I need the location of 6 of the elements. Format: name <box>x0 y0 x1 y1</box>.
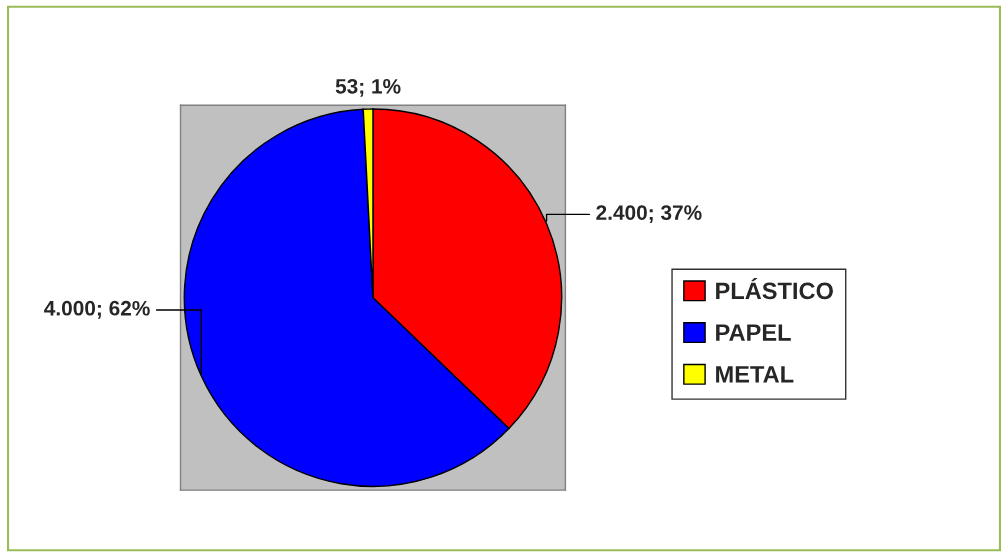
legend-label: PAPEL <box>716 324 791 341</box>
legend-label: PLÁSTICO <box>716 278 833 300</box>
data-label: 53; 1% <box>335 78 401 97</box>
data-label: 2.400; 37% <box>596 205 702 224</box>
legend-label: METAL <box>716 366 794 383</box>
data-label: 4.000; 62% <box>44 300 150 319</box>
